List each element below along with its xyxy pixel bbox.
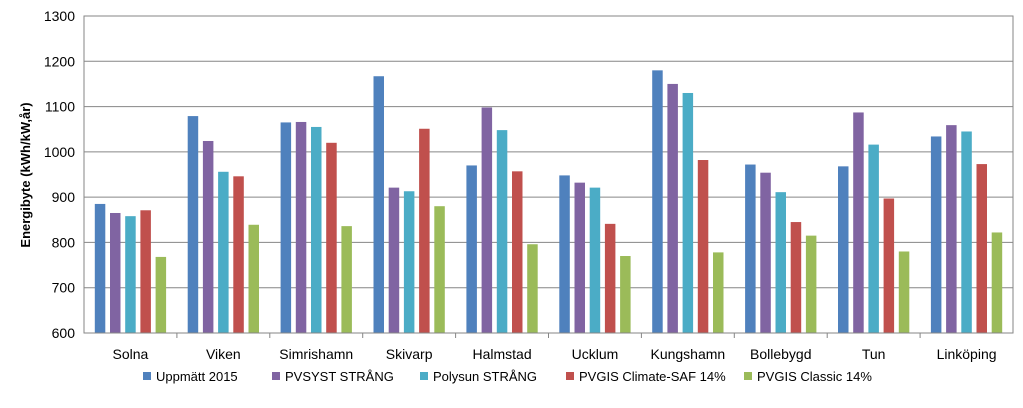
bar bbox=[248, 224, 259, 333]
bar bbox=[574, 182, 585, 333]
x-tick-label: Tun bbox=[862, 346, 886, 362]
legend-label: PVGIS Classic 14% bbox=[757, 369, 872, 384]
bar bbox=[790, 222, 802, 333]
y-tick-label: 1000 bbox=[44, 144, 75, 160]
legend-label: PVSYST STRÅNG bbox=[285, 369, 394, 384]
bar bbox=[419, 128, 430, 333]
bar bbox=[280, 122, 292, 334]
x-tick-label: Simrishamn bbox=[279, 346, 353, 362]
bar bbox=[961, 131, 972, 333]
bar bbox=[620, 256, 631, 333]
legend-item: PVGIS Classic 14% bbox=[744, 369, 872, 384]
bar bbox=[373, 76, 384, 333]
y-tick-label: 600 bbox=[52, 325, 76, 341]
legend-item: PVSYST STRÅNG bbox=[272, 369, 394, 384]
y-tick-label: 800 bbox=[52, 234, 76, 250]
x-tick-label: Halmstad bbox=[472, 346, 531, 362]
axes bbox=[83, 15, 1014, 338]
bar bbox=[838, 166, 849, 333]
legend-item: PVGIS Climate-SAF 14% bbox=[566, 369, 726, 384]
bar bbox=[682, 92, 694, 333]
x-tick-label: Solna bbox=[113, 346, 149, 362]
bar bbox=[991, 232, 1003, 333]
bar bbox=[527, 244, 538, 333]
legend-label: Uppmätt 2015 bbox=[156, 369, 238, 384]
bar bbox=[388, 187, 400, 333]
bar bbox=[481, 107, 493, 333]
bar bbox=[125, 216, 136, 333]
x-tick-label: Linköping bbox=[937, 346, 997, 362]
y-tick-labels: 600 700 800 900 1000 1100 1200 1300 bbox=[44, 8, 75, 341]
bar bbox=[760, 172, 771, 333]
bar bbox=[697, 160, 709, 333]
legend: Uppmätt 2015 PVSYST STRÅNG Polysun STRÅNG P… bbox=[143, 369, 872, 384]
y-tick-label: 900 bbox=[52, 189, 76, 205]
bar bbox=[434, 206, 445, 333]
bar bbox=[202, 140, 214, 333]
bar bbox=[403, 191, 415, 333]
bar bbox=[233, 176, 244, 333]
y-tick-label: 1200 bbox=[44, 53, 75, 69]
x-tick-label: Kungshamn bbox=[650, 346, 725, 362]
bar bbox=[805, 235, 817, 333]
bar bbox=[868, 144, 879, 333]
x-tick-label: Viken bbox=[206, 346, 241, 362]
bar bbox=[898, 251, 910, 333]
bar bbox=[187, 116, 199, 334]
legend-swatch bbox=[744, 372, 752, 380]
bar bbox=[94, 203, 106, 333]
x-tick-label: Bollebygd bbox=[750, 346, 812, 362]
bar bbox=[155, 256, 167, 333]
bar bbox=[667, 83, 678, 333]
legend-swatch bbox=[566, 372, 574, 380]
bar bbox=[512, 171, 523, 333]
bars bbox=[94, 70, 1003, 334]
x-tick-label: Ucklum bbox=[572, 346, 619, 362]
bar bbox=[713, 252, 724, 333]
legend-swatch bbox=[420, 372, 428, 380]
bar bbox=[946, 125, 957, 333]
bar bbox=[326, 142, 337, 333]
y-axis-label: Energibyte (kWh/kW,år) bbox=[18, 102, 33, 247]
legend-item: Uppmätt 2015 bbox=[143, 369, 238, 384]
bar bbox=[775, 192, 786, 333]
y-tick-label: 1300 bbox=[44, 8, 75, 24]
bar bbox=[559, 175, 570, 333]
bar bbox=[295, 121, 307, 334]
legend-swatch bbox=[272, 372, 280, 380]
legend-label: Polysun STRÅNG bbox=[433, 369, 537, 384]
x-tick-label: Skivarp bbox=[386, 346, 433, 362]
bar bbox=[341, 226, 352, 333]
bar bbox=[140, 210, 151, 333]
bar bbox=[652, 70, 663, 333]
bar bbox=[496, 130, 508, 333]
bar bbox=[745, 164, 756, 333]
legend-swatch bbox=[143, 372, 151, 380]
bar bbox=[110, 212, 121, 333]
bar bbox=[976, 164, 987, 333]
bar bbox=[466, 165, 477, 333]
bar bbox=[311, 126, 322, 333]
legend-item: Polysun STRÅNG bbox=[420, 369, 537, 384]
bar bbox=[218, 171, 229, 333]
bar bbox=[883, 198, 895, 333]
x-tick-labels: Solna Viken Simrishamn Skivarp Halmstad Ucklu… bbox=[113, 346, 997, 362]
bar bbox=[930, 136, 942, 333]
bar bbox=[604, 223, 616, 333]
bar bbox=[853, 112, 864, 333]
y-tick-label: 1100 bbox=[45, 99, 75, 115]
legend-label: PVGIS Climate-SAF 14% bbox=[579, 369, 726, 384]
y-tick-label: 700 bbox=[52, 280, 76, 296]
bar bbox=[589, 187, 601, 333]
